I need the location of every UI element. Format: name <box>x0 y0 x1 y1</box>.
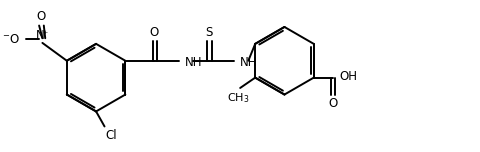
Text: OH: OH <box>339 70 358 83</box>
Text: $^{+}$: $^{+}$ <box>42 29 49 38</box>
Text: O: O <box>150 26 159 39</box>
Text: NH: NH <box>185 56 203 69</box>
Text: N: N <box>36 29 45 42</box>
Text: O: O <box>36 10 46 23</box>
Text: CH$_3$: CH$_3$ <box>227 91 250 105</box>
Text: NH: NH <box>240 56 257 69</box>
Text: $^{-}$O: $^{-}$O <box>2 33 20 46</box>
Text: Cl: Cl <box>106 129 117 142</box>
Text: S: S <box>205 26 213 39</box>
Text: O: O <box>328 97 337 110</box>
